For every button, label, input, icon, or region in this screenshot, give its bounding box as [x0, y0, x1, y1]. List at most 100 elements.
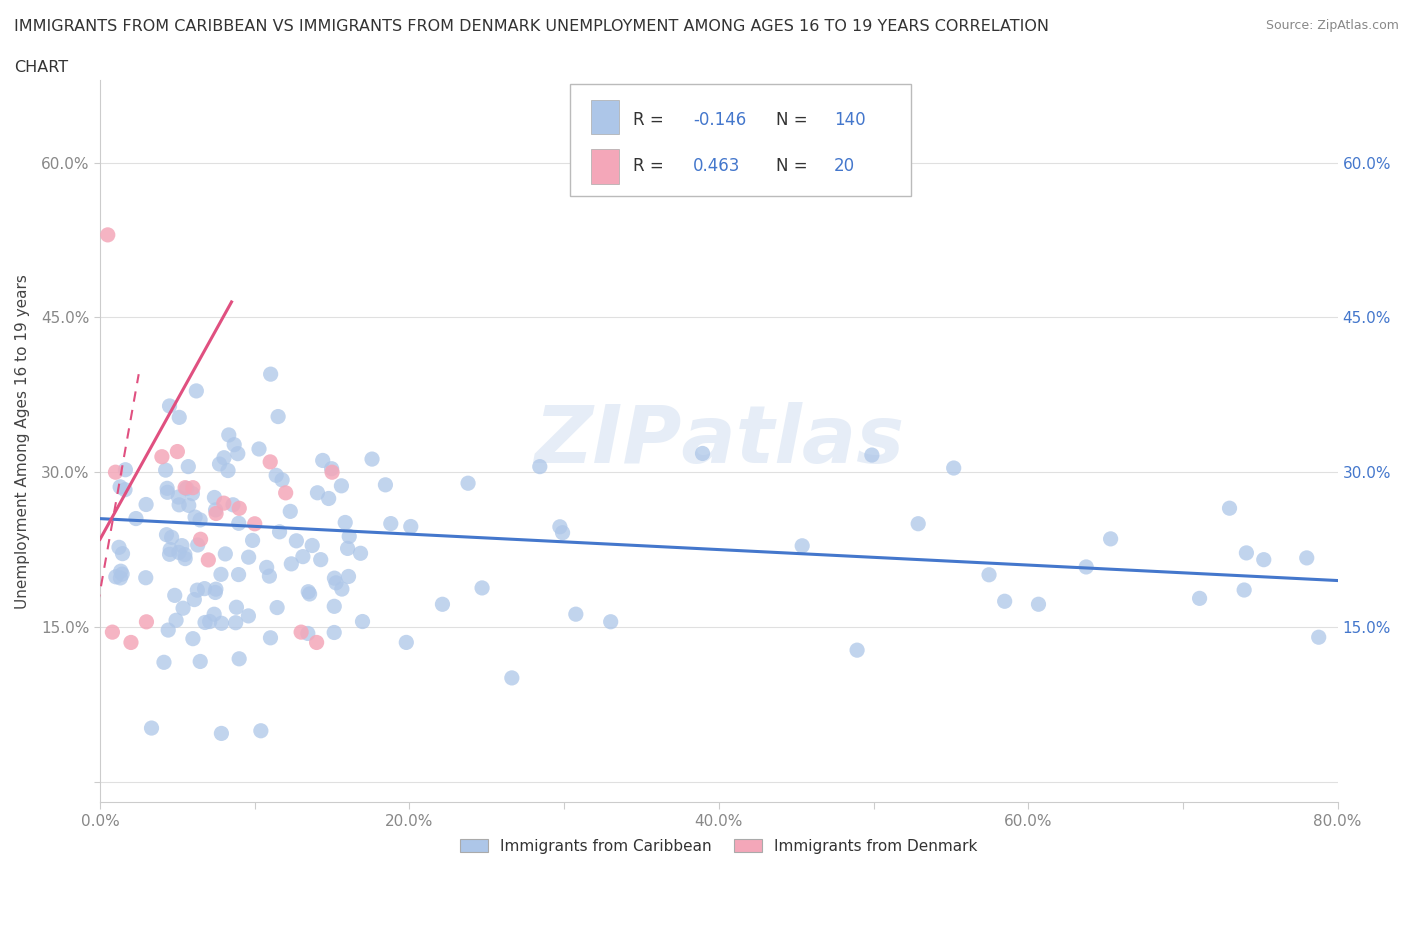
Point [278, 504, 301, 519]
Point [187, 538, 209, 552]
Point [204, 502, 226, 517]
Point [176, 481, 198, 496]
Bar [592, 149, 619, 184]
Point [198, 614, 221, 629]
Point [1028, 597, 1050, 612]
Point [1234, 546, 1257, 561]
Point [183, 592, 205, 607]
Point [104, 465, 127, 480]
Point [108, 540, 131, 555]
Point [186, 383, 208, 398]
Point [209, 726, 232, 741]
Point [321, 461, 343, 476]
Point [197, 552, 219, 567]
Point [301, 538, 323, 553]
Point [150, 449, 173, 464]
Point [228, 501, 250, 516]
Point [101, 625, 124, 640]
Point [792, 538, 814, 553]
Point [159, 542, 181, 557]
Point [174, 551, 197, 566]
Point [156, 485, 179, 499]
Point [380, 516, 402, 531]
Point [337, 569, 360, 584]
Point [349, 546, 371, 561]
Point [259, 455, 281, 470]
Point [202, 606, 225, 621]
Point [259, 568, 281, 583]
Point [846, 643, 869, 658]
Point [222, 498, 245, 512]
Point [193, 581, 215, 596]
Point [337, 529, 360, 544]
Point [1188, 591, 1211, 605]
Point [153, 655, 176, 670]
Point [529, 459, 551, 474]
Text: R =: R = [634, 157, 669, 175]
Point [238, 550, 260, 565]
Point [290, 625, 312, 640]
Point [323, 571, 346, 586]
Point [205, 506, 228, 521]
Point [212, 496, 235, 511]
Point [177, 498, 200, 512]
Point [994, 594, 1017, 609]
Point [214, 547, 236, 562]
Point [184, 510, 207, 525]
Point [330, 581, 353, 596]
Point [860, 447, 883, 462]
Point [551, 525, 574, 540]
Point [307, 485, 329, 500]
Point [565, 606, 588, 621]
Point [167, 489, 190, 504]
Legend: Immigrants from Caribbean, Immigrants from Denmark: Immigrants from Caribbean, Immigrants fr… [454, 832, 984, 859]
Text: 0.463: 0.463 [693, 157, 740, 175]
Text: 20: 20 [834, 157, 855, 175]
Point [205, 582, 228, 597]
Point [166, 445, 188, 459]
Text: IMMIGRANTS FROM CARIBBEAN VS IMMIGRANTS FROM DENMARK UNEMPLOYMENT AMONG AGES 16 : IMMIGRANTS FROM CARIBBEAN VS IMMIGRANTS … [14, 19, 1049, 33]
Point [267, 409, 290, 424]
Point [174, 480, 197, 495]
Point [266, 600, 288, 615]
Point [323, 599, 346, 614]
Point [599, 615, 621, 630]
Point [297, 584, 319, 599]
Point [172, 601, 194, 616]
Point [1076, 560, 1098, 575]
Point [114, 483, 136, 498]
Point [274, 485, 297, 500]
Point [194, 615, 217, 630]
Text: -0.146: -0.146 [693, 111, 747, 128]
Point [188, 512, 211, 527]
Point [250, 724, 273, 738]
Point [111, 566, 134, 581]
Point [432, 597, 454, 612]
Point [209, 567, 232, 582]
Point [280, 556, 302, 571]
Point [111, 546, 134, 561]
Point [155, 463, 177, 478]
Point [336, 541, 359, 556]
Point [242, 533, 264, 548]
Point [374, 477, 396, 492]
Point [335, 515, 357, 530]
Point [471, 580, 494, 595]
Point [298, 587, 321, 602]
Point [1295, 551, 1317, 565]
Point [264, 468, 287, 483]
Point [212, 450, 235, 465]
FancyBboxPatch shape [571, 84, 911, 195]
Point [167, 545, 190, 560]
Point [318, 491, 340, 506]
Point [156, 481, 179, 496]
Point [173, 547, 195, 562]
Point [321, 465, 343, 480]
Y-axis label: Unemployment Among Ages 16 to 19 years: Unemployment Among Ages 16 to 19 years [15, 273, 30, 608]
Text: CHART: CHART [14, 60, 67, 75]
Point [1253, 552, 1275, 567]
Point [297, 626, 319, 641]
Point [208, 457, 231, 472]
Point [269, 525, 291, 539]
Point [167, 410, 190, 425]
